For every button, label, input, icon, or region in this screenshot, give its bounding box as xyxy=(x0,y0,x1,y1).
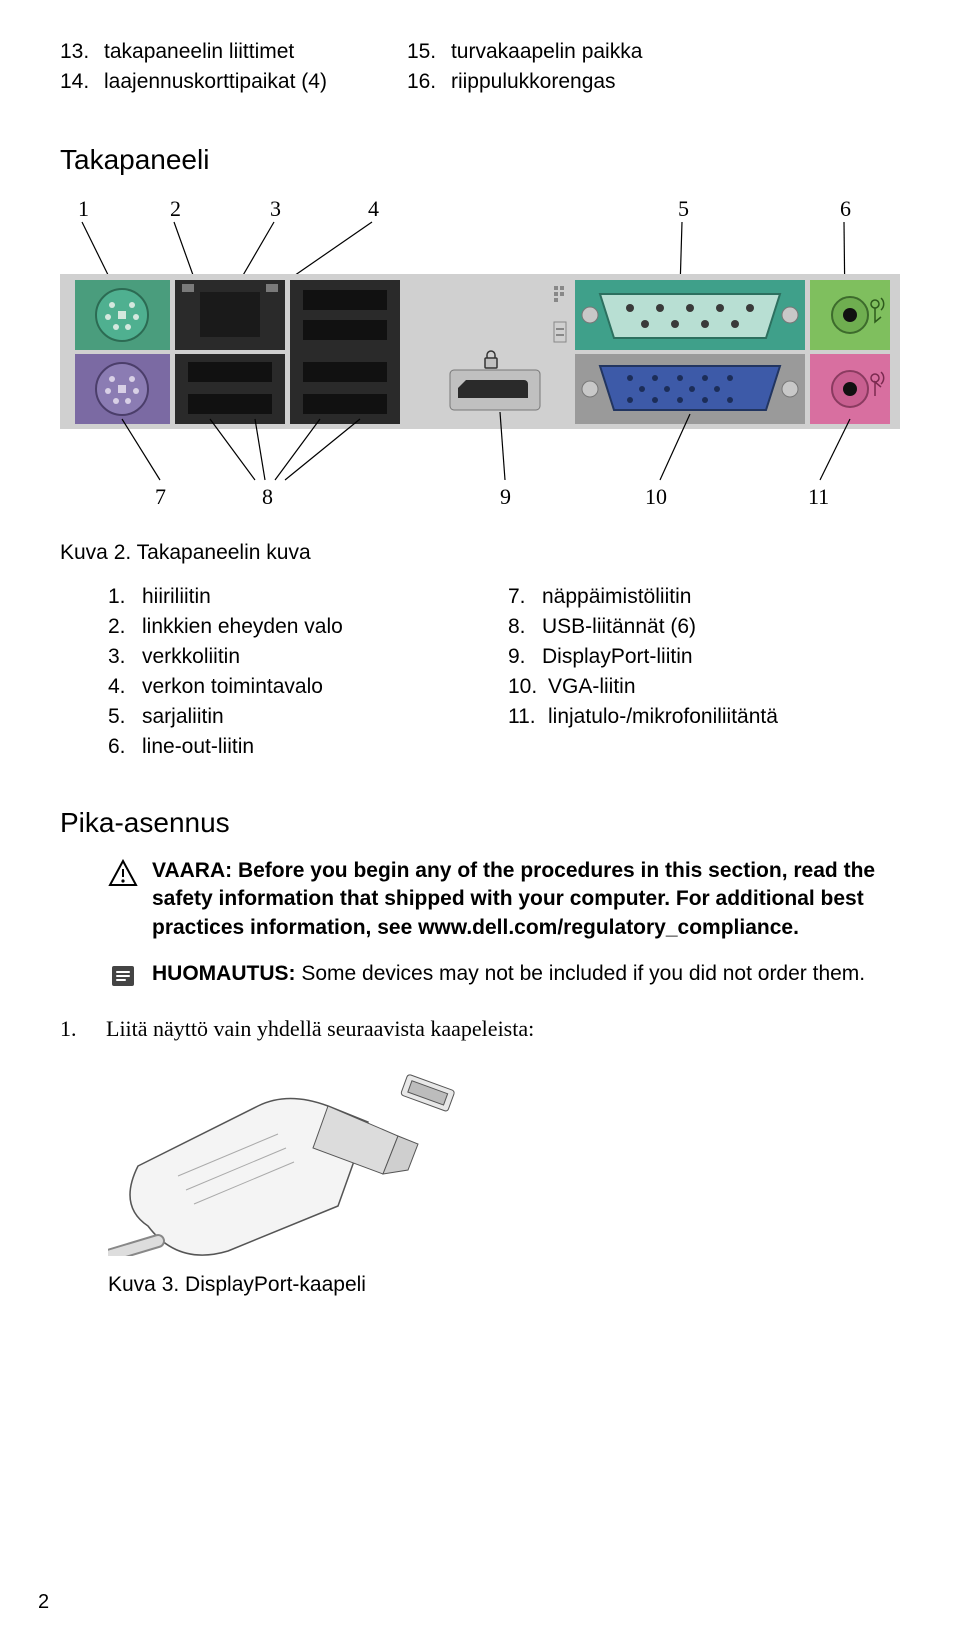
warning-body: Before you begin any of the procedures i… xyxy=(152,859,875,939)
warning-prefix: VAARA: xyxy=(152,859,232,882)
item-number: 16. xyxy=(407,70,451,94)
callout-7: 7 xyxy=(155,484,166,509)
note-icon xyxy=(108,962,138,998)
item-label: turvakaapelin paikka xyxy=(451,40,642,64)
item-label: riippulukkorengas xyxy=(451,70,616,94)
item-label: VGA-liitin xyxy=(548,675,636,699)
warning-icon xyxy=(108,859,138,942)
callout-5: 5 xyxy=(678,196,689,221)
list-item: 16. riippulukkorengas xyxy=(407,70,642,94)
column-right: 15. turvakaapelin paikka 16. riippulukko… xyxy=(407,40,642,94)
item-label: laajennuskorttipaikat (4) xyxy=(104,70,327,94)
callout-6: 6 xyxy=(840,196,851,221)
note-body: Some devices may not be included if you … xyxy=(301,962,865,985)
step-text: Liitä näyttö vain yhdellä seuraavista ka… xyxy=(106,1016,534,1042)
list-item: 6.line-out-liitin xyxy=(108,735,448,759)
item-number: 11. xyxy=(508,705,548,729)
callout-1: 1 xyxy=(78,196,89,221)
note-block: HUOMAUTUS: Some devices may not be inclu… xyxy=(108,960,900,998)
list-item: 13. takapaneelin liittimet xyxy=(60,40,327,64)
item-number: 8. xyxy=(508,615,542,639)
section-title-takapaneeli: Takapaneeli xyxy=(60,144,900,176)
callout-10: 10 xyxy=(645,484,667,509)
list-item: 10.VGA-liitin xyxy=(508,675,778,699)
column-right: 7.näppäimistöliitin 8.USB-liitännät (6) … xyxy=(508,585,778,759)
callout-3: 3 xyxy=(270,196,281,221)
item-number: 13. xyxy=(60,40,104,64)
list-item: 3.verkkoliitin xyxy=(108,645,448,669)
warning-text: VAARA: Before you begin any of the proce… xyxy=(152,857,900,942)
cable-svg xyxy=(108,1066,488,1256)
figure-2-caption: Kuva 2. Takapaneelin kuva xyxy=(60,541,900,565)
item-number: 10. xyxy=(508,675,548,699)
item-number: 3. xyxy=(108,645,142,669)
callout-11: 11 xyxy=(808,484,829,509)
step-number: 1. xyxy=(60,1016,90,1042)
item-label: verkon toimintavalo xyxy=(142,675,323,699)
item-number: 2. xyxy=(108,615,142,639)
list-item: 9.DisplayPort-liitin xyxy=(508,645,778,669)
item-label: USB-liitännät (6) xyxy=(542,615,696,639)
list-item: 7.näppäimistöliitin xyxy=(508,585,778,609)
displayport-cable-figure xyxy=(108,1066,900,1261)
item-label: takapaneelin liittimet xyxy=(104,40,294,64)
connector-list: 1.hiiriliitin 2.linkkien eheyden valo 3.… xyxy=(108,585,900,759)
list-item: 8.USB-liitännät (6) xyxy=(508,615,778,639)
note-prefix: HUOMAUTUS: xyxy=(152,962,295,985)
item-label: linjatulo-/mikrofoniliitäntä xyxy=(548,705,778,729)
item-number: 7. xyxy=(508,585,542,609)
callout-2: 2 xyxy=(170,196,181,221)
item-label: line-out-liitin xyxy=(142,735,254,759)
component-list-top: 13. takapaneelin liittimet 14. laajennus… xyxy=(60,40,900,94)
item-label: sarjaliitin xyxy=(142,705,224,729)
note-text: HUOMAUTUS: Some devices may not be inclu… xyxy=(152,960,865,998)
callout-9: 9 xyxy=(500,484,511,509)
section-title-pika-asennus: Pika-asennus xyxy=(60,807,900,839)
item-label: linkkien eheyden valo xyxy=(142,615,343,639)
page-number: 2 xyxy=(38,1591,49,1614)
item-number: 15. xyxy=(407,40,451,64)
item-number: 1. xyxy=(108,585,142,609)
item-label: näppäimistöliitin xyxy=(542,585,691,609)
item-number: 6. xyxy=(108,735,142,759)
item-label: DisplayPort-liitin xyxy=(542,645,693,669)
column-left: 1.hiiriliitin 2.linkkien eheyden valo 3.… xyxy=(108,585,448,759)
list-item: 2.linkkien eheyden valo xyxy=(108,615,448,639)
item-label: hiiriliitin xyxy=(142,585,211,609)
figure-3-caption: Kuva 3. DisplayPort-kaapeli xyxy=(108,1273,900,1297)
item-number: 4. xyxy=(108,675,142,699)
warning-block: VAARA: Before you begin any of the proce… xyxy=(108,857,900,942)
back-panel-svg: 1 2 3 4 5 6 xyxy=(60,194,900,524)
back-panel-figure: 1 2 3 4 5 6 xyxy=(60,194,900,529)
callout-8: 8 xyxy=(262,484,273,509)
list-item: 1.hiiriliitin xyxy=(108,585,448,609)
list-item: 5.sarjaliitin xyxy=(108,705,448,729)
item-number: 14. xyxy=(60,70,104,94)
step-item: 1. Liitä näyttö vain yhdellä seuraavista… xyxy=(60,1016,900,1042)
list-item: 4.verkon toimintavalo xyxy=(108,675,448,699)
list-item: 11.linjatulo-/mikrofoniliitäntä xyxy=(508,705,778,729)
list-item: 14. laajennuskorttipaikat (4) xyxy=(60,70,327,94)
item-label: verkkoliitin xyxy=(142,645,240,669)
item-number: 5. xyxy=(108,705,142,729)
list-item: 15. turvakaapelin paikka xyxy=(407,40,642,64)
step-list: 1. Liitä näyttö vain yhdellä seuraavista… xyxy=(60,1016,900,1042)
column-left: 13. takapaneelin liittimet 14. laajennus… xyxy=(60,40,327,94)
callout-4: 4 xyxy=(368,196,379,221)
item-number: 9. xyxy=(508,645,542,669)
